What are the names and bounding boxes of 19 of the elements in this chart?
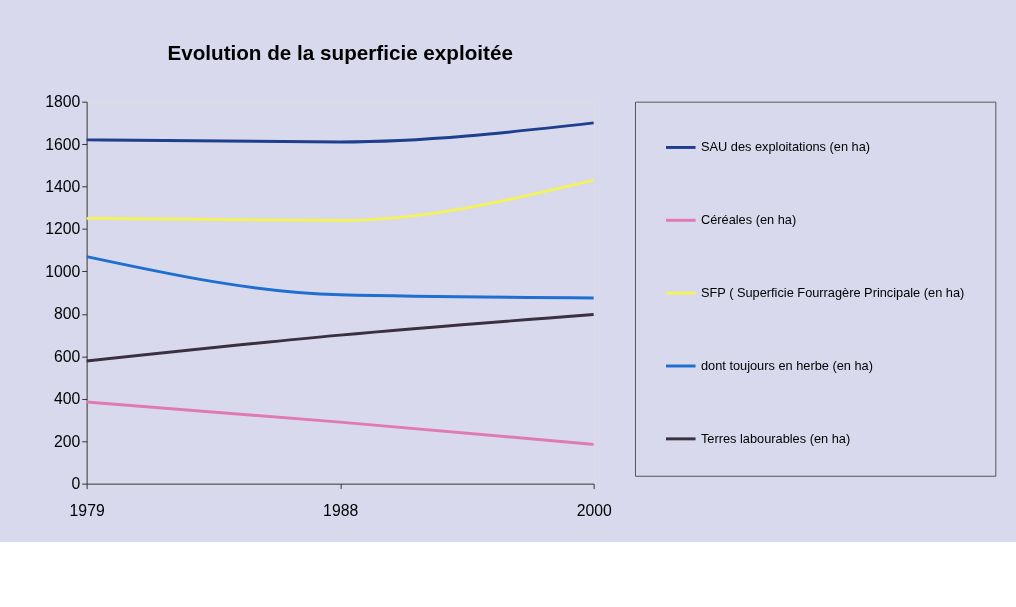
- y-tick-label: 1600: [45, 135, 81, 153]
- y-tick-label: 1000: [45, 262, 81, 280]
- y-tick-label: 600: [53, 347, 81, 365]
- y-tick-label: 400: [53, 390, 81, 408]
- y-tick-label: 1400: [45, 177, 81, 195]
- legend-label: SAU des exploitations (en ha): [700, 139, 871, 155]
- y-tick-label: 1200: [45, 220, 81, 238]
- y-tick-label: 200: [53, 432, 81, 450]
- x-tick-label: 1979: [69, 501, 105, 519]
- legend-label: dont toujours en herbe (en ha): [700, 357, 873, 373]
- legend-label: SFP ( Superficie Fourragère Principale (en ha): [700, 285, 965, 301]
- legend-label: Terres labourables (en ha): [700, 430, 851, 446]
- x-tick-label: 2000: [576, 501, 612, 519]
- y-tick-label: 800: [53, 305, 81, 323]
- y-tick-label: 1800: [45, 93, 81, 111]
- x-tick-label: 1988: [323, 501, 359, 519]
- y-tick-label: 0: [71, 475, 81, 493]
- chart-title: Evolution de la superficie exploitée: [167, 41, 513, 65]
- legend-label: Céréales (en ha): [700, 212, 797, 228]
